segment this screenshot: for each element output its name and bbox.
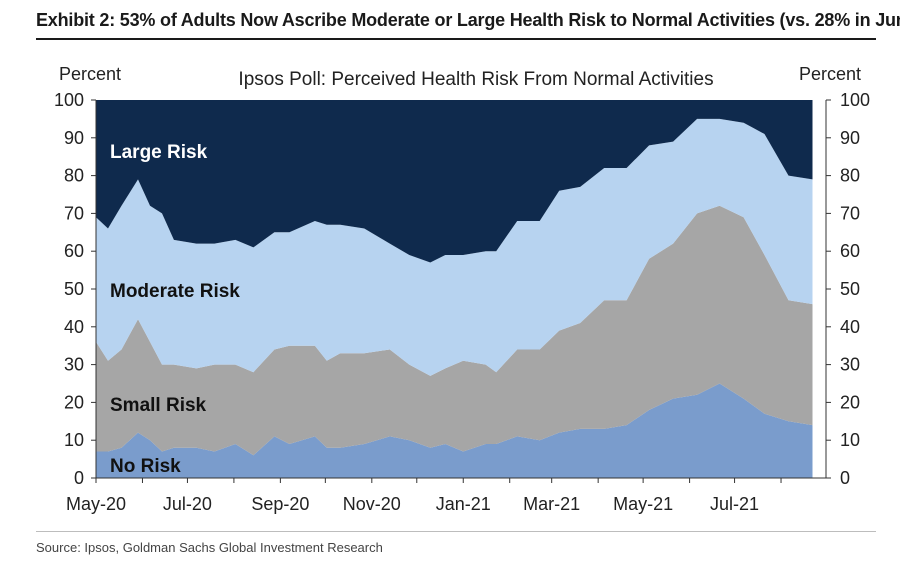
x-tick-label: May-20	[66, 494, 126, 514]
y-tick-label-right: 20	[840, 392, 860, 412]
y-tick-label-left: 40	[64, 317, 84, 337]
series-area-no-risk	[96, 383, 813, 478]
series-label-large-risk: Large Risk	[110, 142, 208, 163]
x-tick-label: Mar-21	[523, 494, 580, 514]
series-label-small-risk: Small Risk	[110, 395, 207, 416]
y-tick-label-left: 70	[64, 203, 84, 223]
y-tick-label-right: 100	[840, 90, 870, 110]
series-area-large-risk	[96, 100, 813, 263]
y-tick-label-left: 60	[64, 241, 84, 261]
series-area-small-risk	[96, 205, 813, 456]
y-tick-label-right: 30	[840, 355, 860, 375]
y-tick-label-left: 20	[64, 392, 84, 412]
y-tick-label-left: 10	[64, 430, 84, 450]
y-tick-label-left: 100	[54, 90, 84, 110]
y-axis-label-left: Percent	[59, 64, 121, 84]
y-tick-label-right: 40	[840, 317, 860, 337]
y-tick-label-right: 60	[840, 241, 860, 261]
y-tick-label-right: 70	[840, 203, 860, 223]
area-chart: 0 0 10 10 20 20 30 30 40 40 50 50 60 60 70 70 80 80 90 90 10…	[54, 64, 870, 514]
series-area-moderate-risk	[96, 118, 813, 376]
y-tick-label-left: 0	[74, 468, 84, 488]
y-tick-label-left: 30	[64, 355, 84, 375]
y-tick-label-right: 80	[840, 166, 860, 186]
y-axis-label-right: Percent	[799, 64, 861, 84]
series-label-no-risk: No Risk	[110, 456, 181, 477]
x-tick-label: Jul-21	[710, 494, 759, 514]
exhibit-title: Exhibit 2: 53% of Adults Now Ascribe Mod…	[36, 10, 900, 30]
y-tick-label-right: 50	[840, 279, 860, 299]
x-tick-label: May-21	[613, 494, 673, 514]
y-tick-label-right: 0	[840, 468, 850, 488]
source-rule	[36, 531, 876, 532]
x-tick-label: Jul-20	[163, 494, 212, 514]
y-tick-label-left: 80	[64, 166, 84, 186]
y-tick-label-left: 50	[64, 279, 84, 299]
title-rule	[36, 38, 876, 40]
series-label-moderate-risk: Moderate Risk	[110, 281, 240, 302]
y-tick-label-left: 90	[64, 128, 84, 148]
x-tick-label: Nov-20	[343, 494, 401, 514]
chart-title: Ipsos Poll: Perceived Health Risk From N…	[238, 69, 713, 90]
x-tick-label: Jan-21	[436, 494, 491, 514]
source-note: Source: Ipsos, Goldman Sachs Global Inve…	[36, 540, 383, 555]
x-tick-label: Sep-20	[251, 494, 309, 514]
y-tick-label-right: 90	[840, 128, 860, 148]
y-tick-label-right: 10	[840, 430, 860, 450]
